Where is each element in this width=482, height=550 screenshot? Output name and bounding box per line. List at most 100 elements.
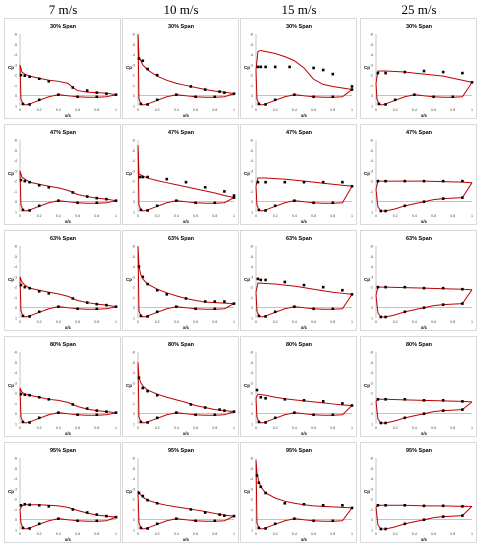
y-tick-label: -6 bbox=[14, 33, 17, 37]
y-tick-label: -6 bbox=[132, 245, 135, 249]
y-tick-label: -2 bbox=[250, 498, 253, 502]
x-tick-label: 0.8 bbox=[450, 426, 455, 430]
y-tick-label: -5 bbox=[370, 467, 373, 471]
experiment-suction-point bbox=[321, 180, 325, 184]
y-tick-label: -4 bbox=[132, 265, 135, 269]
experiment-suction-point bbox=[321, 285, 325, 289]
experiment-suction-point bbox=[232, 194, 236, 197]
experiment-suction-point bbox=[19, 283, 23, 287]
y-tick-label: -2 bbox=[370, 286, 373, 290]
experiment-pressure-point bbox=[257, 420, 261, 424]
x-tick-label: 1 bbox=[233, 108, 235, 112]
x-tick-label: 0.8 bbox=[330, 214, 335, 218]
experiment-suction-point bbox=[165, 177, 169, 181]
experiment-pressure-point bbox=[441, 303, 445, 306]
y-axis-label: Cp bbox=[244, 171, 250, 176]
panel-frame bbox=[360, 336, 477, 437]
y-tick-label: 0 bbox=[15, 94, 17, 98]
panel-title: 95% Span bbox=[286, 448, 313, 454]
experiment-pressure-point bbox=[155, 310, 159, 314]
experiment-suction-point bbox=[141, 59, 145, 63]
x-tick-label: 0.8 bbox=[450, 532, 455, 536]
experiment-pressure-point bbox=[146, 421, 149, 424]
cfd-suction-line bbox=[255, 282, 353, 295]
y-tick-label: -6 bbox=[370, 457, 373, 461]
x-tick-label: 0.6 bbox=[311, 320, 316, 324]
experiment-pressure-point bbox=[28, 103, 31, 106]
experiment-suction-point bbox=[302, 180, 306, 184]
experiment-pressure-point bbox=[312, 201, 315, 205]
x-tick-label: 0.8 bbox=[94, 320, 99, 324]
y-tick-label: 0 bbox=[15, 306, 17, 310]
panel-frame bbox=[240, 442, 357, 543]
x-tick-label: 0.2 bbox=[273, 532, 278, 536]
y-tick-label: -4 bbox=[370, 371, 373, 375]
y-axis-label: Cp bbox=[126, 65, 132, 70]
experiment-suction-point bbox=[85, 89, 89, 92]
experiment-suction-point bbox=[203, 511, 207, 514]
x-tick-label: 0.2 bbox=[37, 532, 42, 536]
experiment-suction-point bbox=[376, 71, 380, 75]
experiment-suction-point bbox=[85, 511, 89, 514]
x-tick-label: 0.2 bbox=[393, 532, 398, 536]
experiment-suction-point bbox=[23, 502, 27, 506]
y-tick-label: -2 bbox=[14, 74, 17, 78]
panel-frame bbox=[240, 124, 357, 225]
experiment-pressure-point bbox=[139, 102, 143, 106]
experiment-suction-point bbox=[95, 513, 99, 516]
x-tick-label: 0.6 bbox=[75, 214, 80, 218]
x-tick-label: 0.4 bbox=[412, 108, 417, 112]
experiment-pressure-point bbox=[422, 518, 426, 522]
x-tick-label: 1 bbox=[233, 320, 235, 324]
y-tick-label: -2 bbox=[132, 498, 135, 502]
experiment-pressure-point bbox=[175, 199, 178, 202]
x-tick-label: 0 bbox=[19, 108, 21, 112]
y-tick-label: 0 bbox=[133, 412, 135, 416]
experiment-suction-point bbox=[184, 297, 188, 300]
x-tick-label: 0.8 bbox=[212, 320, 217, 324]
y-tick-label: -3 bbox=[132, 63, 135, 67]
experiment-pressure-point bbox=[403, 204, 407, 208]
x-tick-label: 1 bbox=[351, 320, 353, 324]
experiment-suction-point bbox=[256, 65, 260, 69]
x-tick-label: 0.6 bbox=[431, 214, 436, 218]
experiment-suction-point bbox=[255, 388, 259, 392]
experiment-suction-point bbox=[403, 398, 407, 401]
experiment-pressure-point bbox=[76, 519, 79, 523]
panel-frame bbox=[122, 18, 239, 119]
y-axis-label: Cp bbox=[8, 171, 14, 176]
panel-frame bbox=[4, 336, 121, 437]
cfd-suction-line bbox=[137, 33, 235, 95]
experiment-pressure-point bbox=[379, 527, 383, 531]
experiment-pressure-point bbox=[403, 522, 407, 526]
experiment-suction-point bbox=[441, 504, 445, 508]
experiment-pressure-point bbox=[461, 302, 464, 305]
panel-frame bbox=[122, 336, 239, 437]
experiment-pressure-point bbox=[461, 408, 464, 411]
x-tick-label: 1 bbox=[471, 532, 473, 536]
experiment-suction-point bbox=[19, 392, 23, 396]
experiment-pressure-point bbox=[232, 196, 236, 199]
y-tick-label: -6 bbox=[370, 351, 373, 355]
x-tick-label: 0.6 bbox=[431, 320, 436, 324]
experiment-pressure-point bbox=[57, 93, 60, 96]
experiment-pressure-point bbox=[331, 519, 335, 523]
x-tick-label: 0.4 bbox=[292, 108, 297, 112]
x-tick-label: 1 bbox=[471, 108, 473, 112]
y-tick-label: -5 bbox=[370, 361, 373, 365]
experiment-pressure-point bbox=[350, 404, 354, 407]
y-tick-label: -5 bbox=[14, 149, 17, 153]
experiment-suction-point bbox=[37, 183, 41, 187]
x-axis-label: x/c bbox=[301, 537, 308, 542]
x-tick-label: 0.4 bbox=[174, 320, 179, 324]
y-tick-label: -1 bbox=[132, 296, 135, 300]
y-tick-label: -2 bbox=[370, 392, 373, 396]
y-tick-label: -2 bbox=[250, 74, 253, 78]
y-tick-label: -5 bbox=[14, 467, 17, 471]
x-tick-label: 0.6 bbox=[311, 108, 316, 112]
panel-title: 80% Span bbox=[168, 342, 195, 348]
experiment-suction-point bbox=[218, 90, 221, 93]
y-tick-label: -1 bbox=[370, 508, 373, 512]
experiment-pressure-point bbox=[232, 514, 236, 518]
